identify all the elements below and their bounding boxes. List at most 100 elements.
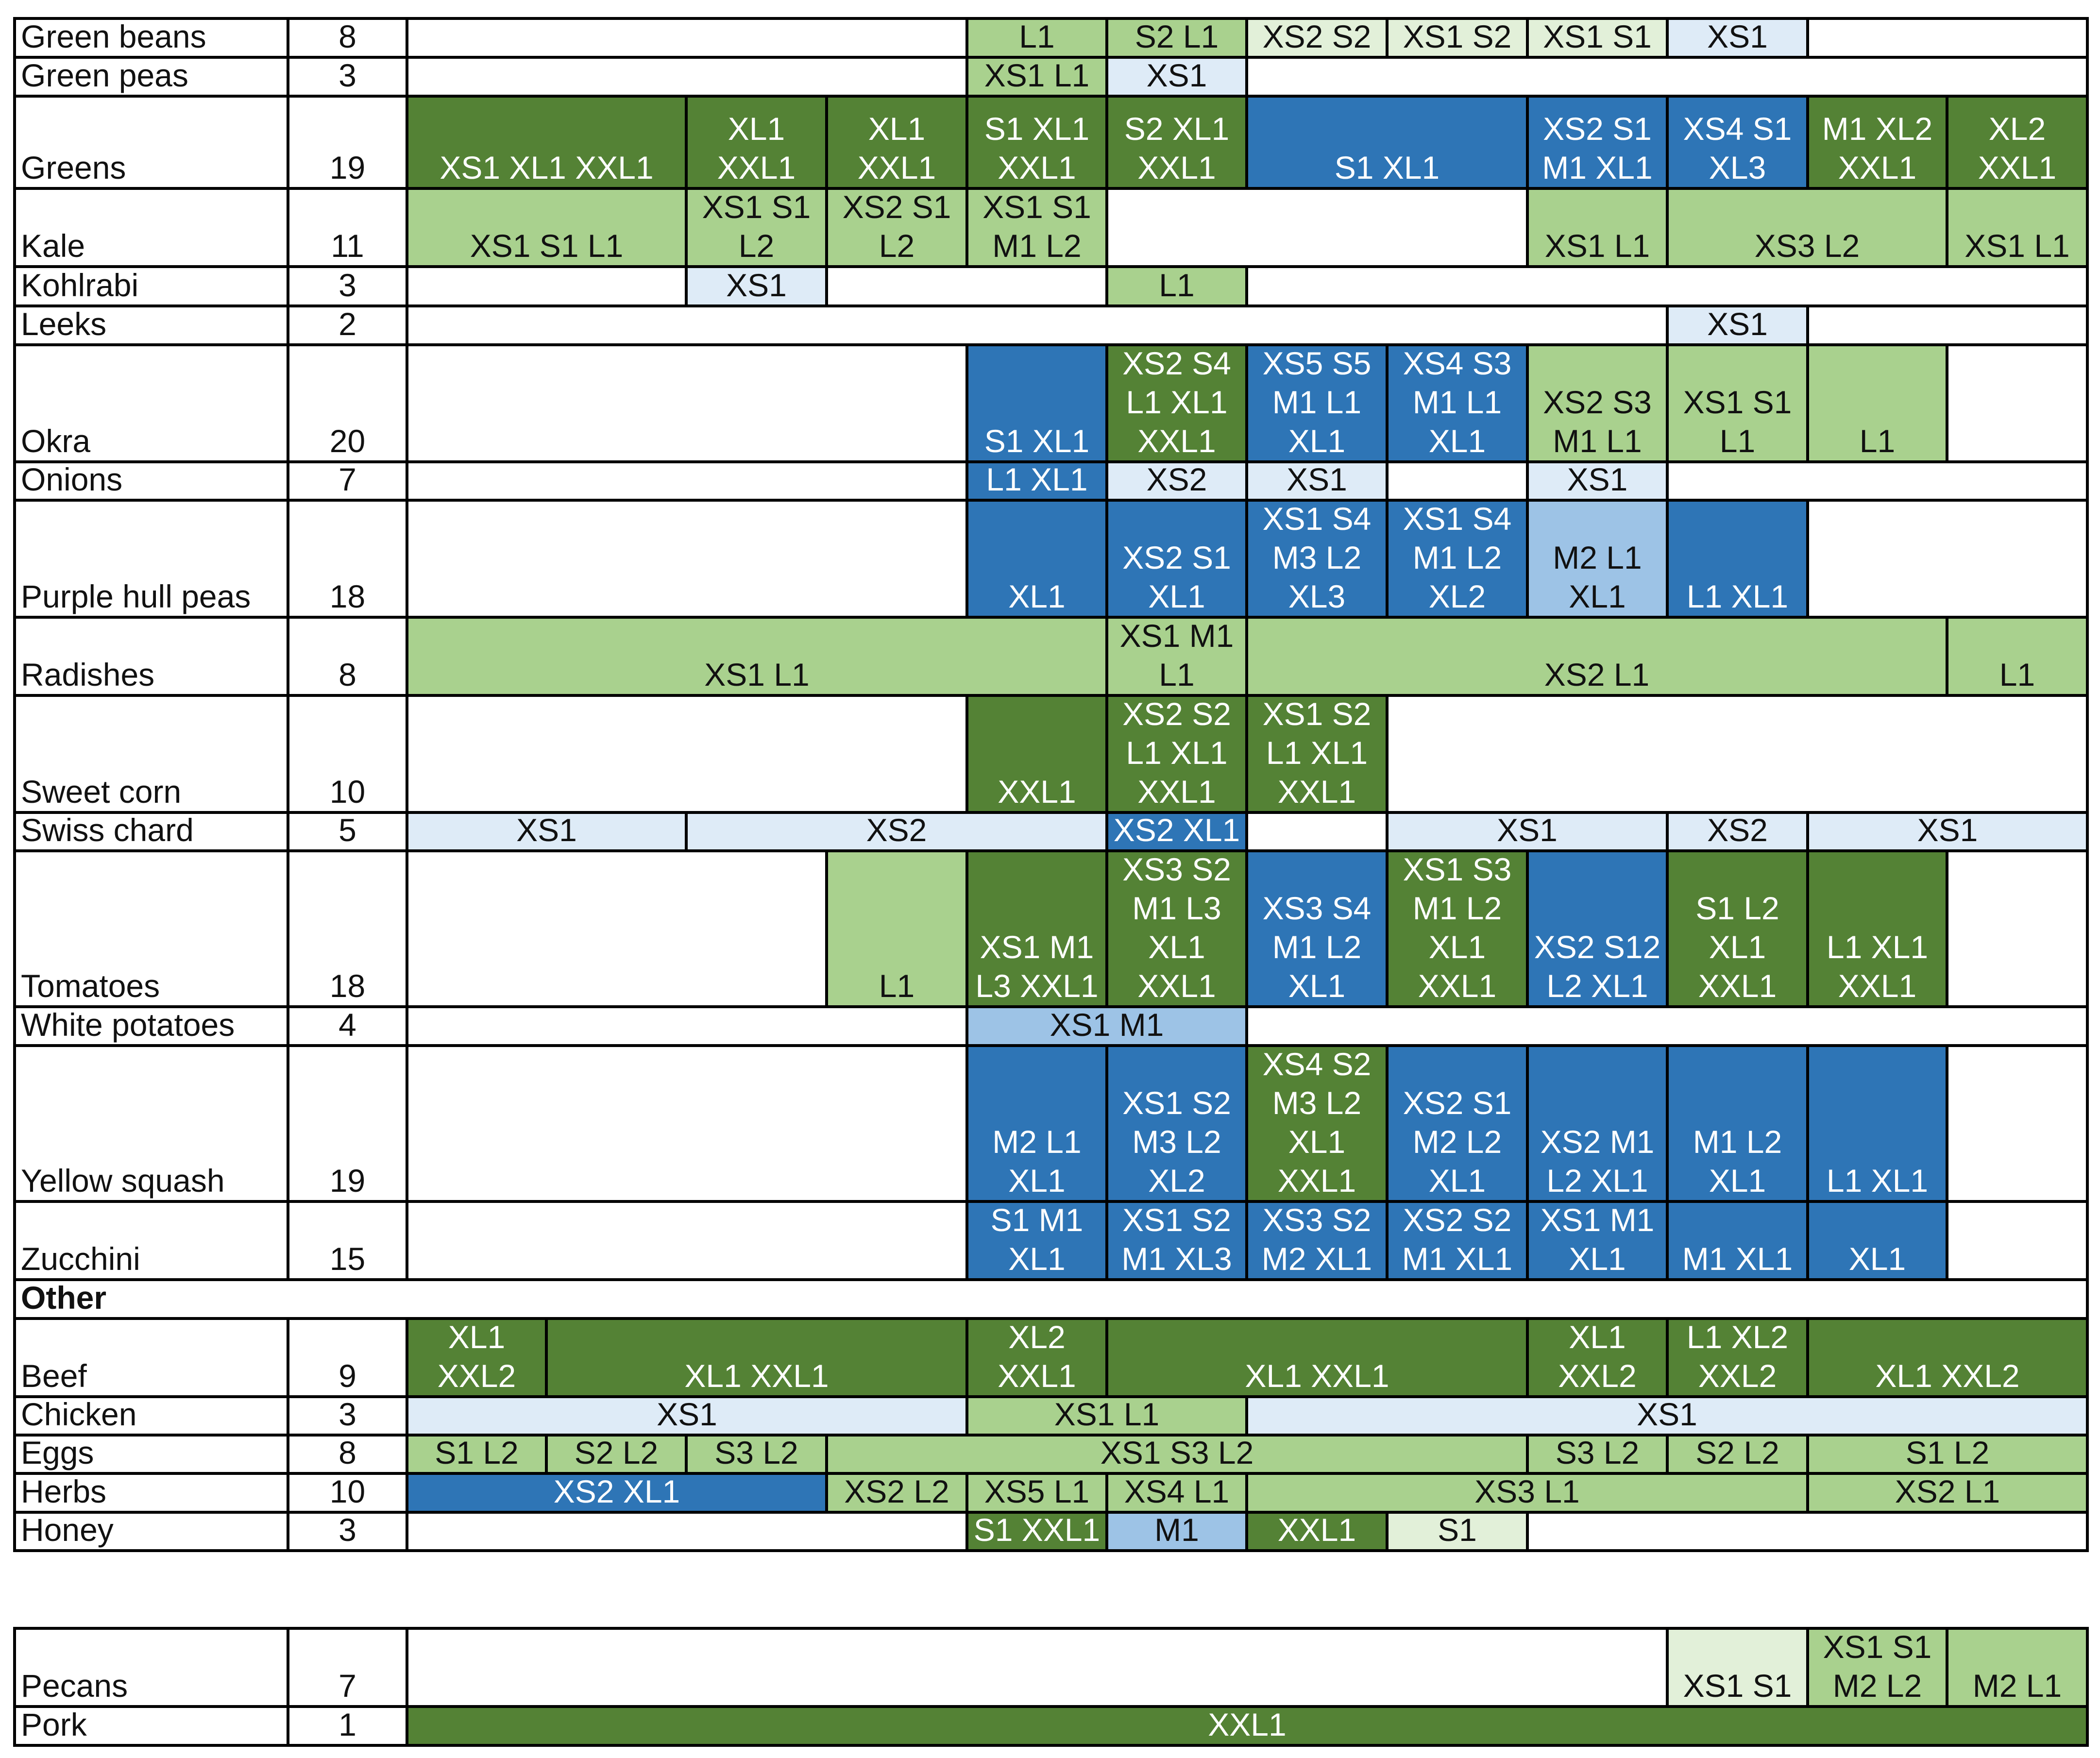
item-name: Purple hull peas [21, 578, 251, 614]
availability-text: S1 L2 [1905, 1435, 1990, 1471]
empty-cell [1245, 1005, 2089, 1047]
availability-cell: XS2 S4 L1 XL1 XXL1 [1105, 343, 1248, 463]
availability-cell: S2 L1 [1105, 17, 1248, 59]
availability-text: XL1 [1848, 1241, 1906, 1277]
availability-cell: XS1 M1 XL1 [1526, 1200, 1669, 1281]
item-name-cell: Swiss chard [13, 811, 289, 852]
availability-text: XS5 L1 [984, 1473, 1090, 1509]
availability-text: XS1 [726, 267, 787, 303]
availability-text: XXL1 [1277, 1512, 1356, 1548]
availability-cell: XS1 [1386, 811, 1669, 852]
availability-text: XL2 [1148, 1163, 1205, 1199]
availability-cell: XL1 XXL2 [1806, 1317, 2089, 1398]
availability-text: XS3 S4 [1262, 890, 1372, 926]
availability-cell: S1 L2 [406, 1434, 548, 1475]
availability-text: XL1 [1428, 423, 1486, 459]
availability-cell: M1 XL1 [1666, 1200, 1809, 1281]
item-count-cell: 1 [287, 1705, 408, 1747]
availability-cell: L1 XL1 XXL1 [1806, 849, 1948, 1008]
availability-cell: S1 XL1 [1245, 95, 1529, 190]
availability-cell: XL2 XXL1 [965, 1317, 1108, 1398]
item-name-cell: Radishes [13, 616, 289, 697]
availability-text: XXL1 [717, 150, 796, 186]
availability-text: S2 L2 [1695, 1435, 1779, 1471]
item-count: 2 [339, 306, 356, 342]
availability-text: XS2 [1146, 461, 1207, 497]
item-count-cell: 10 [287, 1472, 408, 1514]
availability-text: XL1 [1148, 578, 1205, 614]
availability-text: XS3 S2 [1262, 1202, 1372, 1238]
availability-text: XL1 XXL2 [1875, 1358, 2020, 1394]
availability-cell: XS1 L1 [406, 616, 1108, 697]
availability-text: XS1 [1707, 306, 1768, 342]
availability-cell: XS4 S1 XL3 [1666, 95, 1809, 190]
item-name: Yellow squash [21, 1163, 225, 1199]
item-name-cell: Green beans [13, 17, 289, 59]
item-count-cell: 18 [287, 499, 408, 619]
item-name-cell: Sweet corn [13, 694, 289, 814]
availability-text: XS1 L1 [984, 57, 1090, 93]
availability-text: XL3 [1288, 578, 1346, 614]
empty-cell [406, 56, 968, 98]
item-name: Eggs [21, 1435, 94, 1471]
availability-cell: XS2 S3 M1 L1 [1526, 343, 1669, 463]
availability-text: XS1 S1 [982, 189, 1091, 225]
availability-text: XS1 M1 [1540, 1202, 1655, 1238]
availability-text: XS2 S2 [1262, 18, 1372, 54]
availability-cell: XS2 XL1 [406, 1472, 828, 1514]
availability-text: XL1 [1288, 1124, 1346, 1160]
availability-cell: XS1 S1 L1 [1666, 343, 1809, 463]
availability-cell: XS4 S2 M3 L2 XL1 XXL1 [1245, 1044, 1389, 1203]
availability-text: XXL1 [1698, 968, 1777, 1004]
availability-text: XS2 S2 [1122, 696, 1231, 732]
availability-text: XS2 S3 [1543, 384, 1652, 420]
availability-text: XS5 S5 [1262, 345, 1372, 381]
availability-cell: M1 [1105, 1511, 1248, 1552]
availability-text: XS1 [1637, 1396, 1697, 1432]
availability-text: XS3 L1 [1474, 1473, 1580, 1509]
availability-text: L1 XL1 [1126, 384, 1228, 420]
availability-text: XS2 [866, 812, 927, 848]
item-name-cell: Pork [13, 1705, 289, 1747]
availability-text: XS1 M1 [1119, 618, 1234, 654]
item-count-cell: 18 [287, 849, 408, 1008]
availability-text: M1 L1 [1272, 384, 1362, 420]
availability-text: M1 XL1 [1402, 1241, 1513, 1277]
availability-text: XS3 S2 [1122, 851, 1231, 887]
item-name-cell: Pecans [13, 1627, 289, 1708]
availability-text: XS1 [1917, 812, 1978, 848]
item-name: Tomatoes [21, 968, 160, 1004]
item-name-cell: Kale [13, 187, 289, 268]
item-name: Chicken [21, 1396, 137, 1432]
item-count-cell: 7 [287, 1627, 408, 1708]
availability-text: XL2 [1988, 111, 2046, 147]
item-name-cell: White potatoes [13, 1005, 289, 1047]
empty-cell [1946, 849, 2089, 1008]
empty-cell [825, 265, 1108, 307]
availability-text: M3 L2 [1132, 1124, 1221, 1160]
availability-cell: XS1 [406, 1395, 968, 1437]
availability-text: M2 L1 [992, 1124, 1082, 1160]
availability-cell: XS5 S5 M1 L1 XL1 [1245, 343, 1389, 463]
availability-cell: XS2 L1 [1245, 616, 1948, 697]
availability-text: XL1 [868, 111, 926, 147]
availability-text: XL1 [1428, 1163, 1486, 1199]
availability-text: XS2 S1 [1122, 540, 1231, 575]
availability-text: XS1 XL1 XXL1 [440, 150, 654, 186]
availability-text: M1 L2 [1693, 1124, 1782, 1160]
empty-cell [1806, 499, 2089, 619]
availability-text: S1 M1 [990, 1202, 1084, 1238]
availability-cell: XS2 L2 [825, 1472, 968, 1514]
availability-text: XS1 S3 [1403, 851, 1512, 887]
availability-cell: XS2 M1 L2 XL1 [1526, 1044, 1669, 1203]
availability-cell: XS3 S2 M1 L3 XL1 XXL1 [1105, 849, 1248, 1008]
item-name-cell: Leeks [13, 304, 289, 346]
availability-cell: XS1 S2 L1 XL1 XXL1 [1245, 694, 1389, 814]
empty-cell [1666, 460, 2089, 502]
item-count-cell: 7 [287, 460, 408, 502]
availability-cell: XS2 S2 L1 XL1 XXL1 [1105, 694, 1248, 814]
availability-text: XS2 S1 [842, 189, 951, 225]
availability-text: XS1 S2 [1403, 18, 1512, 54]
availability-cell: XS1 S4 M3 L2 XL3 [1245, 499, 1389, 619]
item-count: 18 [329, 578, 366, 614]
